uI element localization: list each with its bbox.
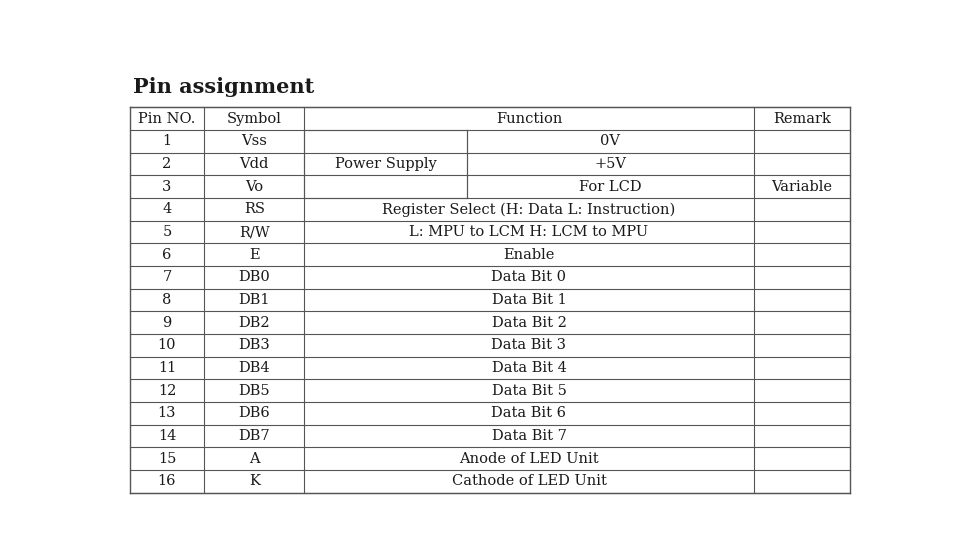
Text: Power Supply: Power Supply: [335, 157, 437, 171]
Text: Data Bit 0: Data Bit 0: [492, 270, 566, 284]
Text: 16: 16: [157, 474, 177, 488]
Text: 10: 10: [157, 339, 177, 353]
Text: 13: 13: [157, 406, 177, 420]
Bar: [305, 131, 467, 197]
Text: RS: RS: [244, 202, 265, 216]
Text: Pin assignment: Pin assignment: [133, 77, 315, 97]
Text: Register Select (H: Data L: Instruction): Register Select (H: Data L: Instruction): [382, 202, 676, 217]
Text: 0V: 0V: [601, 135, 620, 148]
Text: 5: 5: [162, 225, 172, 239]
Text: DB2: DB2: [238, 316, 270, 330]
Text: Vdd: Vdd: [240, 157, 269, 171]
Text: DB1: DB1: [239, 293, 270, 307]
Text: Data Bit 1: Data Bit 1: [492, 293, 566, 307]
Text: 8: 8: [162, 293, 172, 307]
Text: Vss: Vss: [241, 135, 267, 148]
Text: Vo: Vo: [245, 180, 263, 193]
Text: Symbol: Symbol: [227, 112, 281, 126]
Text: Pin NO.: Pin NO.: [138, 112, 196, 126]
Text: Cathode of LED Unit: Cathode of LED Unit: [451, 474, 607, 488]
Text: E: E: [249, 248, 259, 262]
Text: 4: 4: [162, 202, 172, 216]
Text: R/W: R/W: [239, 225, 270, 239]
Text: Data Bit 7: Data Bit 7: [492, 429, 566, 443]
Text: DB3: DB3: [238, 339, 270, 353]
Text: DB6: DB6: [238, 406, 270, 420]
Text: Data Bit 5: Data Bit 5: [492, 384, 566, 398]
Text: For LCD: For LCD: [579, 180, 642, 193]
Text: 7: 7: [162, 270, 172, 284]
Text: Variable: Variable: [771, 180, 832, 193]
Text: Anode of LED Unit: Anode of LED Unit: [459, 451, 599, 466]
Text: Function: Function: [495, 112, 563, 126]
Text: DB5: DB5: [238, 384, 270, 398]
Text: DB0: DB0: [238, 270, 270, 284]
Text: 15: 15: [157, 451, 177, 466]
Text: 1: 1: [162, 135, 172, 148]
Text: DB7: DB7: [238, 429, 270, 443]
Text: K: K: [249, 474, 260, 488]
Text: 12: 12: [157, 384, 177, 398]
Text: Data Bit 3: Data Bit 3: [492, 339, 566, 353]
Text: DB4: DB4: [238, 361, 270, 375]
Text: 2: 2: [162, 157, 172, 171]
Text: Data Bit 2: Data Bit 2: [492, 316, 566, 330]
Text: 6: 6: [162, 248, 172, 262]
Text: +5V: +5V: [594, 157, 627, 171]
Text: Remark: Remark: [773, 112, 830, 126]
Text: Data Bit 6: Data Bit 6: [492, 406, 566, 420]
Text: 11: 11: [157, 361, 176, 375]
Text: 14: 14: [157, 429, 177, 443]
Text: Data Bit 4: Data Bit 4: [492, 361, 566, 375]
Text: 3: 3: [162, 180, 172, 193]
Text: L: MPU to LCM H: LCM to MPU: L: MPU to LCM H: LCM to MPU: [409, 225, 649, 239]
Text: Enable: Enable: [503, 248, 555, 262]
Text: 9: 9: [162, 316, 172, 330]
Text: A: A: [249, 451, 259, 466]
